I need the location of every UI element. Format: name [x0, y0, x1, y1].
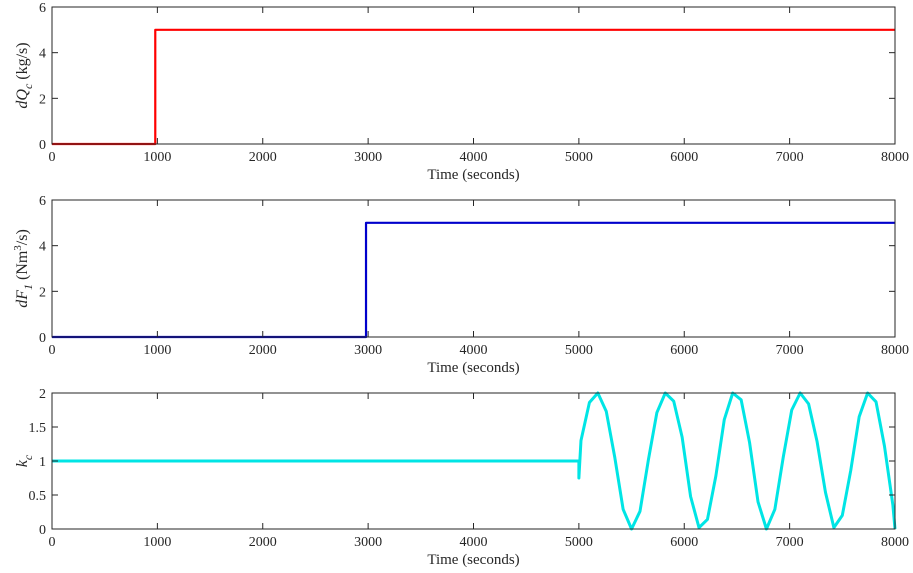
- y-tick-label: 4: [39, 240, 46, 255]
- x-axis-label: Time (seconds): [427, 552, 519, 568]
- chart-panel-3: 0 1000 2000 3000 4000 5000 6000 7000 8000 0 0.5 1 1.…: [14, 387, 909, 568]
- plot-frame: [51, 6, 896, 145]
- chart-panel-1: 0 1000 2000 3000 4000 5000 6000 7000 8000 0 2 4 6 Tim…: [14, 1, 909, 183]
- x-tick-label: 0: [49, 343, 56, 358]
- x-tick-label: 0: [49, 150, 56, 165]
- x-tick-label: 8000: [881, 343, 909, 358]
- y-tick-label: 2: [39, 387, 46, 402]
- x-tick-label: 3000: [354, 150, 382, 165]
- y-axis-label: dQc (kg/s): [14, 42, 35, 108]
- x-tick-label: 7000: [776, 343, 804, 358]
- x-axis-label: Time (seconds): [427, 360, 519, 376]
- x-tick-label: 2000: [249, 343, 277, 358]
- x-tick-label: 5000: [565, 535, 593, 550]
- y-tick-label: 6: [39, 1, 46, 16]
- x-tick-label: 4000: [460, 150, 488, 165]
- x-tick-label: 4000: [460, 343, 488, 358]
- x-tick-label: 2000: [249, 150, 277, 165]
- x-tick-label: 7000: [776, 150, 804, 165]
- y-tick-label: 0: [39, 138, 46, 153]
- series-line-3-1: [52, 391, 897, 531]
- x-tick-label: 5000: [565, 150, 593, 165]
- series-line-1-1: [52, 28, 895, 146]
- x-tick-label: 3000: [354, 535, 382, 550]
- x-tick-label: 3000: [354, 343, 382, 358]
- x-tick-label: 2000: [249, 535, 277, 550]
- x-tick-label: 1000: [143, 343, 171, 358]
- y-tick-label: 6: [39, 194, 46, 209]
- x-tick-label: 7000: [776, 535, 804, 550]
- x-tick-label: 6000: [670, 343, 698, 358]
- y-tick-label: 2: [39, 92, 46, 107]
- x-tick-label: 1000: [143, 150, 171, 165]
- x-tick-label: 5000: [565, 343, 593, 358]
- y-tick-label: 0: [39, 331, 46, 346]
- y-tick-label: 0: [39, 523, 46, 538]
- x-tick-label: 4000: [460, 535, 488, 550]
- x-tick-label: 8000: [881, 150, 909, 165]
- y-tick-label: 4: [39, 47, 46, 62]
- y-tick-label: 1: [39, 455, 46, 470]
- x-tick-label: 1000: [143, 535, 171, 550]
- x-tick-label: 6000: [670, 150, 698, 165]
- chart-panel-2: 0 1000 2000 3000 4000 5000 6000 7000 8000 0 2 4 6 Tim…: [12, 194, 909, 376]
- y-axis-label: dF1 (Nm3/s): [12, 229, 35, 308]
- x-tick-label: 8000: [881, 535, 909, 550]
- series-line-2-1: [52, 221, 895, 339]
- x-tick-label: 6000: [670, 535, 698, 550]
- x-tick-label: 0: [49, 535, 56, 550]
- y-axis-label: kc: [14, 454, 35, 467]
- plot-frame: [51, 199, 896, 338]
- y-tick-label: 2: [39, 285, 46, 300]
- y-tick-label: 1.5: [29, 421, 47, 436]
- y-tick-label: 0.5: [29, 489, 47, 504]
- x-axis-label: Time (seconds): [427, 167, 519, 183]
